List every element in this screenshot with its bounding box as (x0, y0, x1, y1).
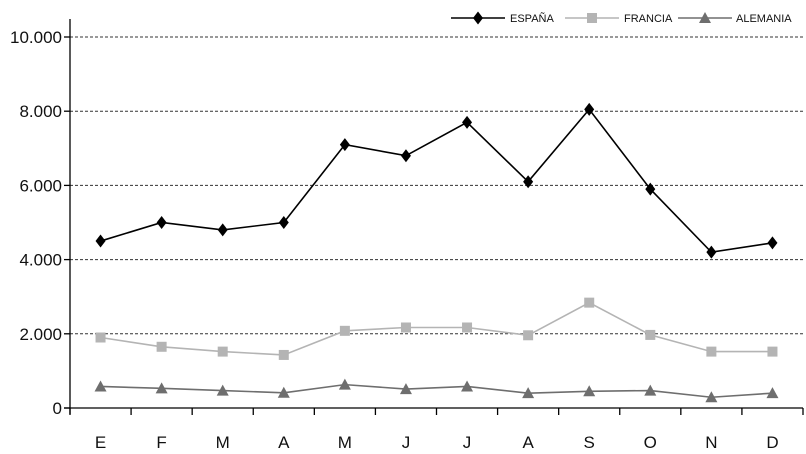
legend-marker (587, 13, 597, 23)
data-point (94, 380, 107, 392)
legend: ESPAÑA FRANCIA ALEMANIA (451, 11, 792, 25)
series-line (100, 301, 773, 356)
data-point (339, 325, 350, 336)
data-point (767, 236, 778, 250)
x-tick-label: A (522, 433, 534, 452)
data-point (706, 346, 717, 357)
data-point (155, 382, 168, 394)
data-point (156, 216, 167, 229)
x-tick-label: F (156, 433, 166, 452)
data-point (644, 384, 657, 396)
y-tick-label: 0 (53, 399, 62, 418)
gridlines (70, 36, 803, 335)
data-point (645, 182, 656, 196)
legend-item-alemania: ALEMANIA (678, 12, 792, 25)
series-line (100, 383, 773, 399)
data-point (706, 245, 717, 259)
legend-label: ESPAÑA (510, 12, 554, 25)
series-line (100, 108, 773, 254)
y-tick-label: 10.000 (10, 28, 62, 47)
legend-item-españa: ESPAÑA (451, 11, 554, 25)
x-tick-label: J (463, 433, 472, 452)
data-point (156, 341, 167, 352)
data-point (462, 322, 473, 333)
y-tick-label: 4.000 (19, 251, 62, 270)
x-tick-label: O (644, 433, 657, 452)
y-tick-label: 8.000 (19, 102, 62, 121)
data-point (216, 384, 229, 396)
x-tick-label: A (278, 433, 290, 452)
y-tick-label: 6.000 (19, 176, 62, 195)
data-point (278, 349, 289, 360)
x-tick-label: M (338, 433, 352, 452)
data-point (400, 322, 411, 333)
data-point (339, 138, 350, 152)
data-point (95, 234, 106, 248)
data-point (766, 387, 779, 399)
series-alemania (94, 378, 779, 403)
data-point (399, 383, 412, 395)
x-tick-label: J (402, 433, 411, 452)
data-point (217, 346, 228, 357)
series-españa (95, 102, 778, 259)
data-point (400, 149, 411, 163)
data-point (584, 102, 595, 116)
data-point (705, 391, 718, 403)
legend-item-francia: FRANCIA (565, 13, 673, 25)
data-point (338, 378, 351, 390)
data-point (767, 346, 778, 357)
data-point (95, 332, 106, 343)
x-tick-label: S (584, 433, 595, 452)
data-point (523, 175, 534, 189)
y-tick-label: 2.000 (19, 325, 62, 344)
x-tick-label: M (216, 433, 230, 452)
data-point (461, 380, 474, 392)
data-point (522, 387, 535, 399)
x-tick-label: N (705, 433, 717, 452)
x-tick-label: E (95, 433, 106, 452)
data-point (645, 329, 656, 340)
data-point (462, 115, 473, 129)
y-axis-ticks: 0 2.000 4.000 6.000 8.000 10.000 (10, 28, 70, 418)
x-tick-label: D (766, 433, 778, 452)
series-lines (94, 102, 779, 403)
legend-label: ALEMANIA (736, 13, 792, 25)
legend-label: FRANCIA (624, 13, 673, 25)
data-point (217, 223, 228, 237)
data-point (583, 385, 596, 397)
data-point (523, 330, 534, 341)
axes (64, 19, 803, 414)
data-point (277, 386, 290, 398)
legend-marker (699, 12, 711, 23)
data-point (278, 216, 289, 229)
legend-marker (473, 11, 483, 25)
series-francia (95, 297, 778, 360)
data-point (584, 297, 595, 308)
